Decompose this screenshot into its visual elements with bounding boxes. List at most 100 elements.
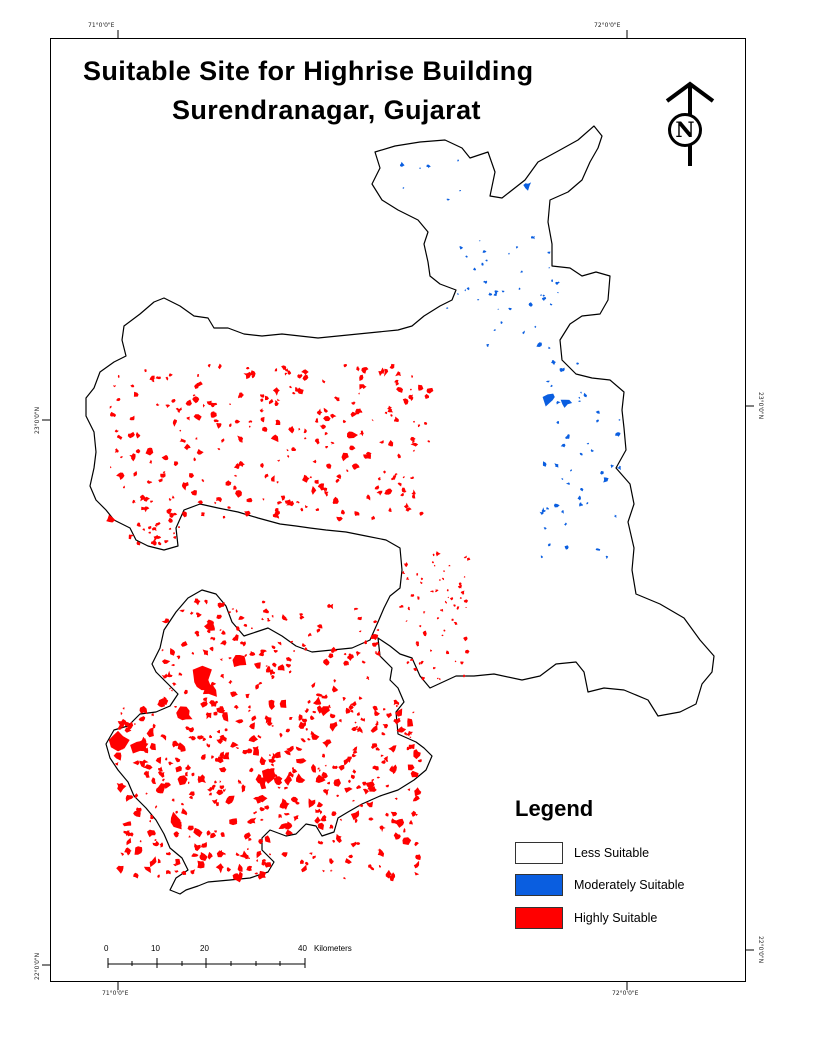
suitability-patch xyxy=(413,667,418,671)
suitability-patch xyxy=(370,515,376,521)
suitability-patch xyxy=(185,771,188,777)
suitability-patch xyxy=(445,601,447,604)
suitability-patch xyxy=(329,721,338,732)
legend-swatch-moderate xyxy=(515,874,563,896)
suitability-patch xyxy=(405,620,408,622)
suitability-patch xyxy=(407,718,414,727)
suitability-patch xyxy=(378,864,381,868)
suitability-patch xyxy=(349,709,354,713)
suitability-patch xyxy=(595,548,601,551)
suitability-patch xyxy=(229,423,232,427)
suitability-patch xyxy=(561,510,564,514)
suitability-patch xyxy=(465,649,470,654)
suitability-patch xyxy=(419,511,424,516)
suitability-patch xyxy=(152,723,156,729)
suitability-patch xyxy=(117,718,127,729)
suitability-patch xyxy=(311,682,316,688)
suitability-patch xyxy=(370,724,378,733)
suitability-patch xyxy=(151,777,156,785)
suitability-patch xyxy=(216,422,222,429)
suitability-patch xyxy=(420,581,423,584)
suitability-patch xyxy=(368,817,374,821)
suitability-patch xyxy=(171,664,175,667)
suitability-patch xyxy=(197,500,203,505)
suitability-patch xyxy=(190,869,196,875)
suitability-patch xyxy=(145,447,154,456)
suitability-patch xyxy=(149,375,155,381)
suitability-patch xyxy=(330,869,333,872)
suitability-patch xyxy=(285,368,289,372)
suitability-patch xyxy=(305,504,308,508)
suitability-patch xyxy=(151,527,157,532)
suitability-patch xyxy=(150,500,154,503)
suitability-patch xyxy=(397,482,402,487)
suitability-patch xyxy=(508,252,510,255)
suitability-patch xyxy=(278,814,282,819)
suitability-patch xyxy=(206,743,211,748)
suitability-patch xyxy=(191,735,196,741)
suitability-patch xyxy=(267,619,271,622)
suitability-patch xyxy=(224,728,228,732)
suitability-patch xyxy=(122,707,125,710)
suitability-patch xyxy=(191,651,194,655)
suitability-patch xyxy=(390,811,398,817)
suitability-patch xyxy=(466,287,470,291)
suitability-patch xyxy=(345,756,352,763)
suitability-patch xyxy=(409,388,412,391)
suitability-patch xyxy=(350,810,360,821)
suitability-patch xyxy=(195,437,198,440)
suitability-patch xyxy=(233,474,238,477)
suitability-patch xyxy=(188,727,195,733)
suitability-patch xyxy=(251,374,255,379)
suitability-patch xyxy=(258,681,263,685)
suitability-patch xyxy=(154,805,158,809)
suitability-patch xyxy=(248,709,251,713)
suitability-patch xyxy=(257,734,262,739)
suitability-patch xyxy=(299,613,304,617)
suitability-patch xyxy=(120,712,123,716)
suitability-patch xyxy=(426,387,434,394)
suitability-patch xyxy=(151,713,154,717)
suitability-patch xyxy=(540,555,543,559)
suitability-patch xyxy=(523,182,532,191)
suitability-patch xyxy=(161,673,168,679)
suitability-patch xyxy=(561,477,564,480)
suitability-patch xyxy=(275,419,281,425)
suitability-patch xyxy=(264,473,269,479)
suitability-patch xyxy=(260,463,264,468)
suitability-patch xyxy=(238,461,245,468)
suitability-patch xyxy=(134,723,136,725)
suitability-patch xyxy=(308,798,316,808)
suitability-patch xyxy=(315,774,326,783)
suitability-patch xyxy=(289,717,293,720)
suitability-patch xyxy=(324,490,329,497)
suitability-patch xyxy=(407,764,415,771)
suitability-patch xyxy=(417,759,422,763)
suitability-patch xyxy=(243,371,252,380)
suitability-patch xyxy=(260,818,264,821)
suitability-patch xyxy=(200,701,208,708)
suitability-patch xyxy=(320,814,327,822)
suitability-patch xyxy=(182,777,187,782)
suitability-patch xyxy=(184,689,188,692)
suitability-patch xyxy=(477,299,480,301)
suitability-patch xyxy=(226,867,231,872)
suitability-patch xyxy=(395,382,399,386)
suitability-patch xyxy=(262,608,269,614)
suitability-patch xyxy=(350,774,355,779)
suitability-patch xyxy=(315,808,321,813)
suitability-patch xyxy=(210,636,216,641)
suitability-patch xyxy=(409,819,413,825)
suitability-patch xyxy=(146,480,153,484)
suitability-patch xyxy=(549,303,553,306)
suitability-patch xyxy=(407,606,411,611)
suitability-patch xyxy=(269,853,271,856)
suitability-patch xyxy=(298,427,301,431)
suitability-patch xyxy=(216,614,222,620)
suitability-patch xyxy=(151,379,155,383)
suitability-patch xyxy=(405,576,410,580)
suitability-patch xyxy=(228,611,231,614)
suitability-patch xyxy=(350,411,357,418)
suitability-patch xyxy=(259,408,265,413)
suitability-patch xyxy=(402,398,409,405)
